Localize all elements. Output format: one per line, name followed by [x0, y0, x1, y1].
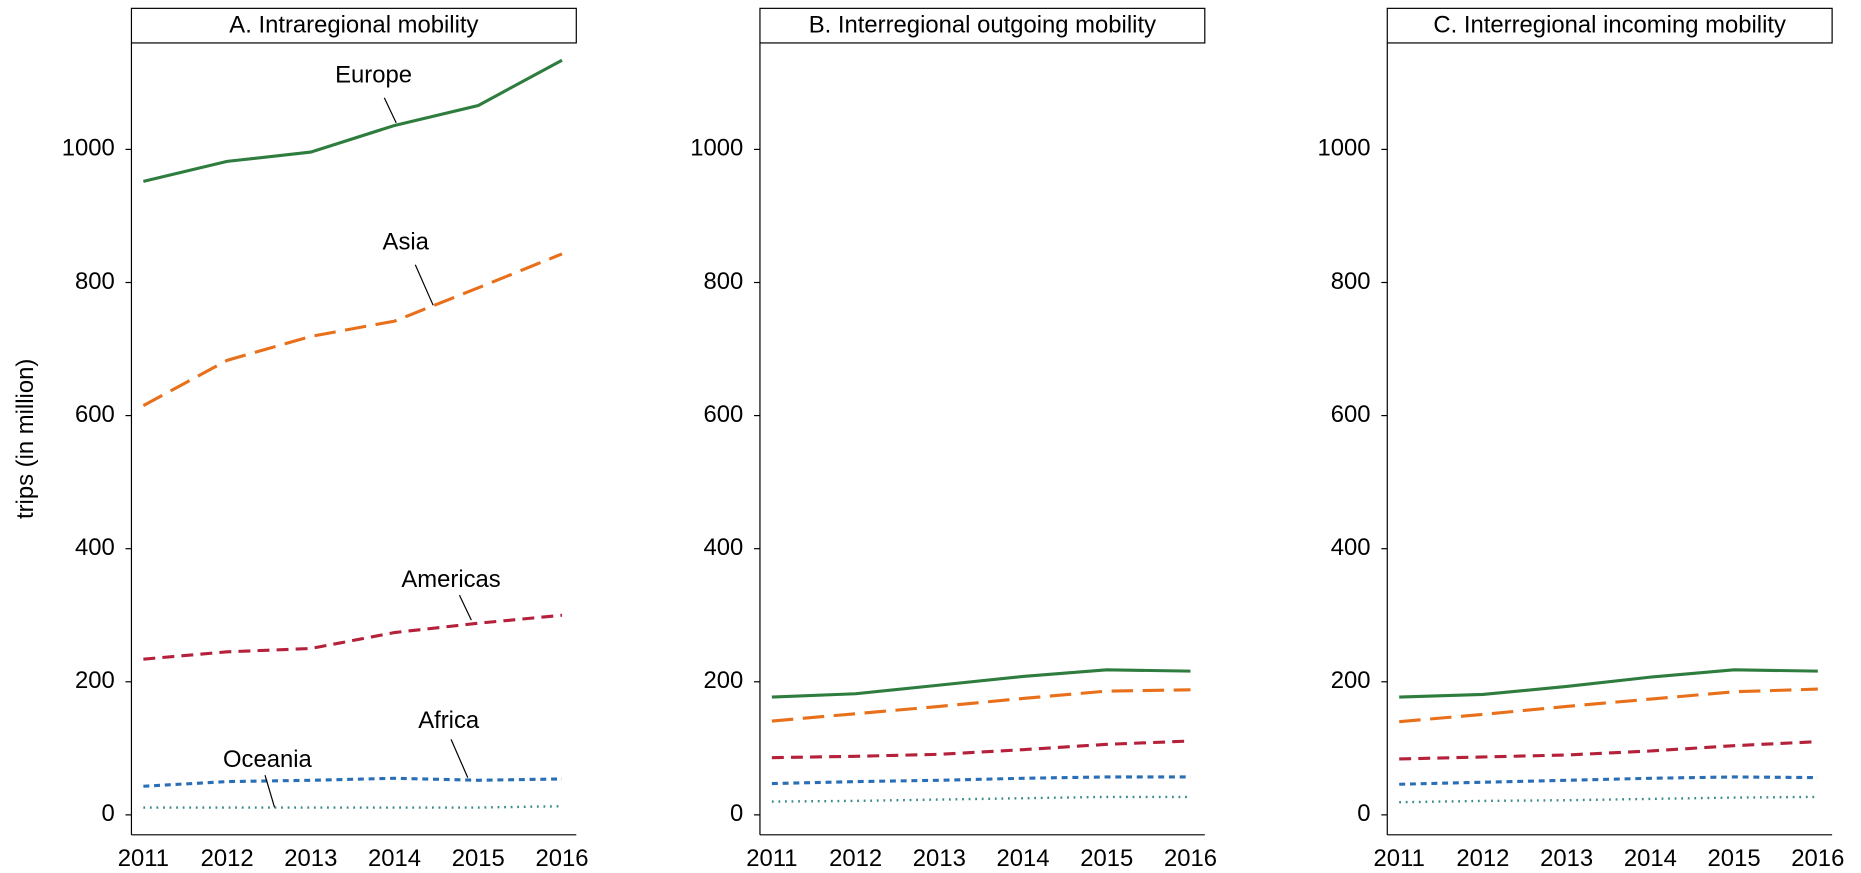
- x-tick-label: 2014: [368, 845, 421, 872]
- x-tick-label: 2012: [1456, 845, 1509, 872]
- series-line: [771, 668, 1191, 699]
- series-line: [143, 58, 563, 183]
- series-line: [1399, 687, 1818, 724]
- x-tick-label: 2016: [535, 845, 588, 872]
- y-tick-label: 200: [1331, 667, 1371, 694]
- panel-title: C. Interregional incoming mobility: [1433, 12, 1786, 39]
- x-tick-label: 2011: [1374, 845, 1425, 872]
- y-tick-label: 600: [1331, 401, 1371, 428]
- y-tick-label: 1000: [690, 135, 743, 162]
- x-tick-label: 2013: [913, 845, 966, 872]
- series-line: [142, 252, 563, 407]
- panel-title: A. Intraregional mobility: [229, 12, 478, 39]
- y-tick-label: 200: [703, 667, 743, 694]
- y-tick-label: 600: [703, 401, 743, 428]
- series-label: Asia: [383, 229, 430, 256]
- x-tick-label: 2015: [452, 845, 505, 872]
- x-tick-label: 2012: [829, 845, 882, 872]
- y-tick-label: 400: [703, 534, 743, 561]
- series-line: [143, 805, 562, 809]
- y-tick-label: 800: [75, 268, 115, 295]
- x-tick-label: 2015: [1708, 845, 1761, 872]
- series-label: Americas: [401, 566, 500, 593]
- y-tick-label: 200: [75, 667, 115, 694]
- y-axis-label: trips (in million): [12, 359, 39, 519]
- series-line: [1399, 668, 1818, 699]
- x-tick-label: 2015: [1080, 845, 1133, 872]
- series-label: Europe: [335, 62, 412, 89]
- series-line: [143, 776, 563, 788]
- annotation-leader: [450, 739, 469, 778]
- x-tick-label: 2012: [201, 845, 254, 872]
- x-tick-label: 2013: [1540, 845, 1593, 872]
- y-tick-label: 0: [730, 800, 743, 827]
- annotation-leader: [458, 594, 472, 621]
- y-tick-label: 800: [703, 268, 743, 295]
- series-line: [1399, 795, 1818, 804]
- series-label: Oceania: [223, 746, 313, 773]
- series-line: [771, 795, 1191, 803]
- y-tick-label: 0: [101, 800, 114, 827]
- y-tick-label: 400: [75, 534, 115, 561]
- series-label: Africa: [418, 707, 480, 734]
- panel-title-box: [759, 7, 1206, 44]
- y-tick-label: 1000: [62, 135, 115, 162]
- x-tick-label: 2014: [1624, 845, 1677, 872]
- annotation-leader: [264, 775, 276, 808]
- annotation-leader: [414, 264, 434, 306]
- annotation-leader: [383, 97, 397, 124]
- series-line: [771, 688, 1191, 723]
- y-tick-label: 1000: [1318, 135, 1371, 162]
- x-tick-label: 2011: [746, 845, 797, 872]
- x-tick-label: 2013: [284, 845, 337, 872]
- series-line: [143, 613, 563, 661]
- panel-title: B. Interregional outgoing mobility: [809, 12, 1156, 39]
- y-tick-label: 0: [1357, 800, 1370, 827]
- series-line: [1399, 775, 1818, 786]
- panel-title-box: [1386, 7, 1833, 44]
- series-line: [771, 775, 1191, 786]
- y-tick-label: 800: [1331, 268, 1371, 295]
- panel-title-box: [130, 7, 577, 44]
- series-line: [771, 739, 1191, 760]
- y-tick-label: 600: [75, 401, 115, 428]
- x-tick-label: 2016: [1164, 845, 1217, 872]
- y-tick-label: 400: [1331, 534, 1371, 561]
- x-tick-label: 2011: [118, 845, 169, 872]
- x-tick-label: 2014: [997, 845, 1050, 872]
- x-tick-label: 2016: [1791, 845, 1844, 872]
- series-line: [1399, 740, 1818, 761]
